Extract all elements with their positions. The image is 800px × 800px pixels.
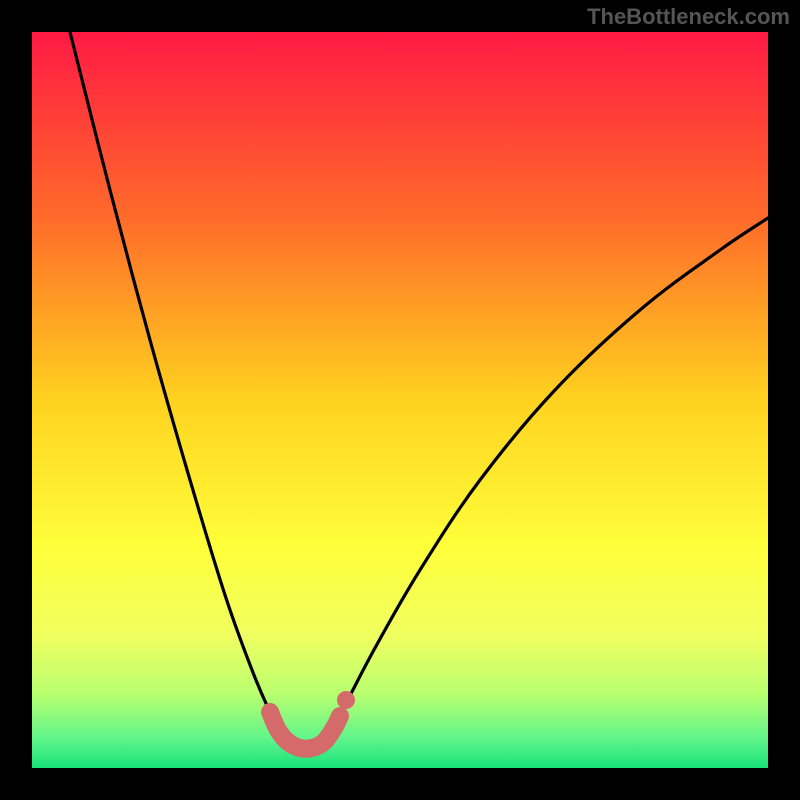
chart-svg bbox=[0, 0, 800, 800]
optimal-dot bbox=[337, 691, 355, 709]
chart-container: TheBottleneck.com bbox=[0, 0, 800, 800]
watermark-label: TheBottleneck.com bbox=[587, 4, 790, 30]
plot-area bbox=[32, 32, 768, 768]
